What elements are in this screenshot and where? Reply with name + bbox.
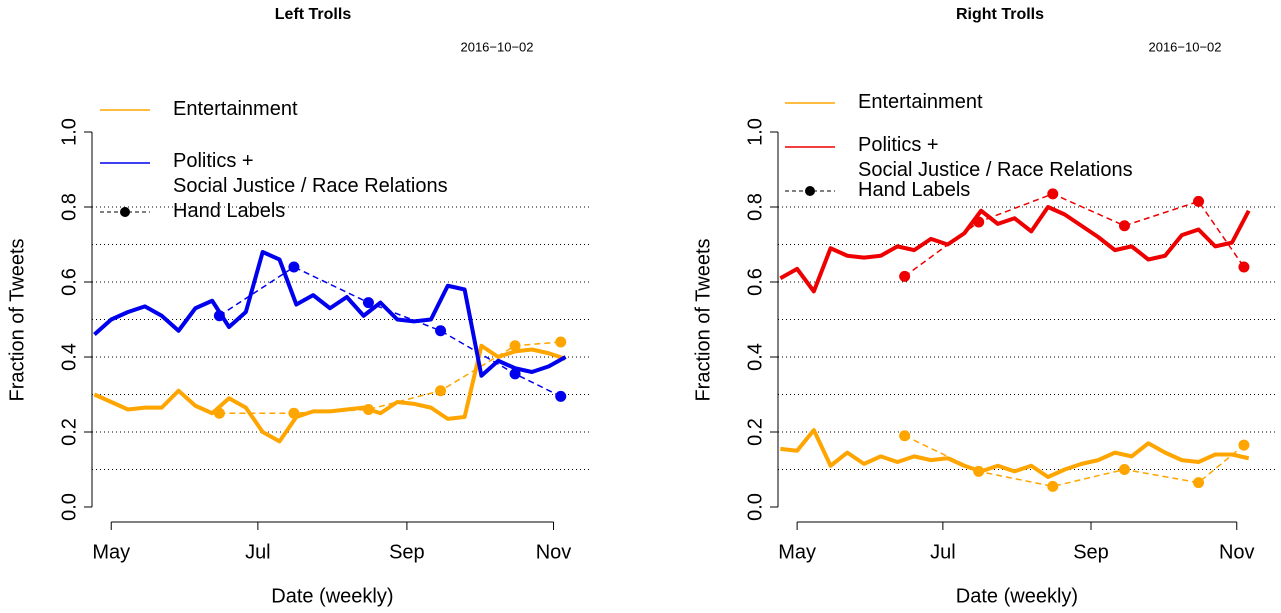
y-tick-label: 0.2 [744,418,766,446]
legend-label: Hand Labels [858,179,971,201]
hand-label-point [555,336,567,348]
chart-title: Right Trolls [956,6,1044,23]
legend-label: Entertainment [858,91,983,113]
y-tick-label: 0.0 [744,493,766,521]
x-axis-label: Date (weekly) [956,585,1078,607]
y-tick-label: 0.4 [58,343,80,371]
x-tick-label: May [92,541,130,563]
y-tick-label: 0.4 [744,343,766,371]
hand-label-point [1238,261,1250,273]
subtitle: 2016−10−02 [460,39,533,54]
hand-label-point [435,385,447,397]
hand-label-point [509,368,521,380]
hand-label-point [362,297,374,309]
x-tick-label: Sep [389,541,425,563]
legend-label: Hand Labels [173,200,286,222]
hand-label-point [899,430,911,442]
series-line [93,343,567,444]
series-line [93,250,567,378]
series-line [780,428,1250,479]
y-axis-label: Fraction of Tweets [6,238,28,401]
hand-label-line [218,266,562,398]
hand-label-point [1238,439,1250,451]
x-tick-label: Jul [245,541,271,563]
hand-label-point [1118,220,1130,232]
legend-swatch [805,186,815,196]
chart-title: Left Trolls [275,6,352,23]
x-tick-label: Nov [1219,541,1255,563]
hand-label-point [1193,477,1205,489]
x-tick-label: May [778,541,816,563]
y-tick-label: 0.8 [58,193,80,221]
hand-label-point [1047,188,1059,200]
legend-label: Entertainment [173,98,298,120]
hand-label-point [435,325,447,337]
y-tick-label: 0.0 [58,493,80,521]
hand-label-line [904,193,1245,277]
x-tick-label: Sep [1073,541,1109,563]
hand-label-point [509,340,521,352]
hand-label-point [1118,464,1130,475]
y-tick-label: 1.0 [58,118,80,146]
hand-label-line [219,341,561,414]
x-tick-label: Nov [536,541,572,563]
legend-label: Politics + Social Justice / Race Relatio… [858,134,1133,181]
hand-label-point [899,270,911,282]
hand-label-point [1193,195,1205,207]
x-tick-label: Jul [930,541,956,563]
series-line [779,205,1251,294]
hand-label-point [288,261,300,273]
y-tick-label: 0.2 [58,418,80,446]
y-axis-label: Fraction of Tweets [692,238,714,401]
y-tick-label: 0.6 [58,268,80,296]
legend-label: Politics + Social Justice / Race Relatio… [173,150,448,197]
hand-label-point [555,390,567,402]
y-tick-label: 0.8 [744,193,766,221]
x-axis-label: Date (weekly) [271,585,393,607]
subtitle: 2016−10−02 [1148,39,1221,54]
y-tick-label: 0.6 [744,268,766,296]
hand-label-point [1047,480,1059,492]
legend-swatch [120,207,130,217]
hand-label-line [904,435,1245,488]
y-tick-label: 1.0 [744,118,766,146]
